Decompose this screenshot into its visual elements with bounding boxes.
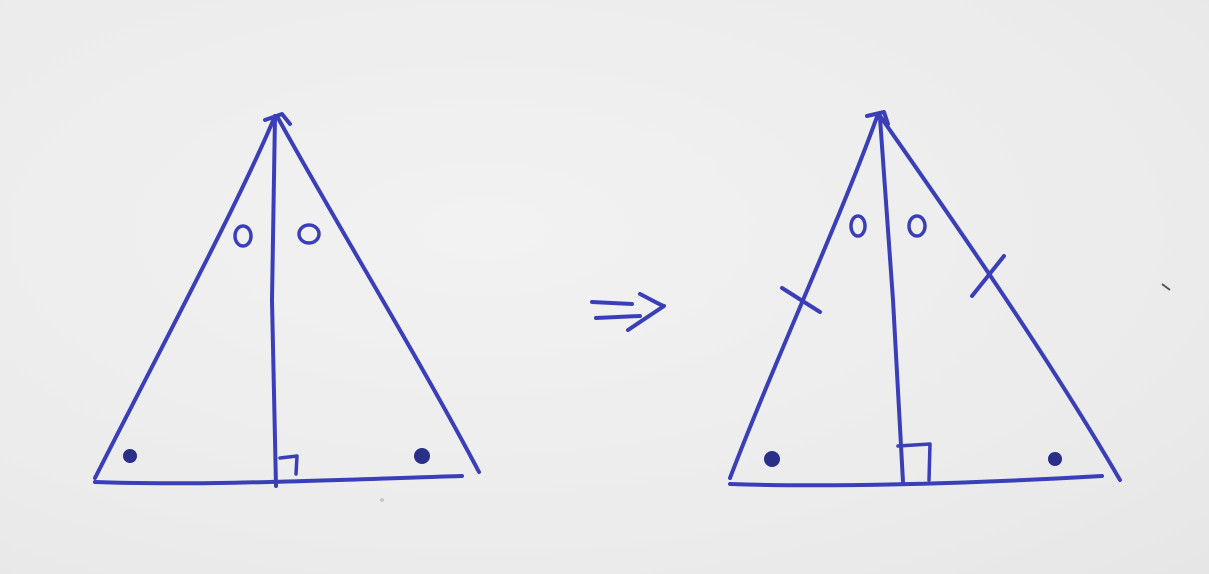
paper-speck	[1161, 283, 1171, 291]
right-apex-angle-mark-left	[849, 214, 867, 238]
left-triangle-right-side	[276, 116, 481, 474]
paper-speck-faint	[380, 498, 384, 502]
right-right-angle-mark	[896, 442, 932, 482]
right-base-angle-dot-right	[1048, 452, 1062, 466]
implication-arrow-head	[626, 292, 666, 332]
left-triangle-base	[93, 474, 464, 486]
right-triangle-altitude	[878, 116, 905, 484]
left-base-angle-dot-left	[123, 449, 137, 463]
left-triangle-left-side	[93, 114, 277, 480]
right-left-side-tick	[780, 286, 822, 314]
left-apex-angle-mark-right	[297, 223, 321, 245]
implication-arrow-line-top	[590, 300, 634, 306]
implication-arrow	[590, 292, 666, 332]
right-base-angle-dot-left	[764, 451, 780, 467]
left-triangle-altitude	[270, 114, 278, 488]
right-triangle-left-side	[728, 112, 880, 480]
right-triangle-apex-flick	[865, 110, 890, 126]
left-apex-angle-mark-left	[233, 224, 253, 248]
right-triangle-base	[728, 474, 1104, 488]
left-triangle	[93, 112, 481, 488]
left-right-angle-mark	[278, 454, 299, 476]
right-right-side-tick	[970, 254, 1006, 298]
implication-arrow-line-bottom	[594, 314, 642, 320]
right-apex-angle-mark-right	[907, 214, 927, 238]
left-triangle-apex-flick	[263, 112, 292, 126]
right-triangle	[728, 110, 1122, 488]
right-triangle-right-side	[878, 114, 1122, 482]
left-base-angle-dot-right	[414, 448, 430, 464]
